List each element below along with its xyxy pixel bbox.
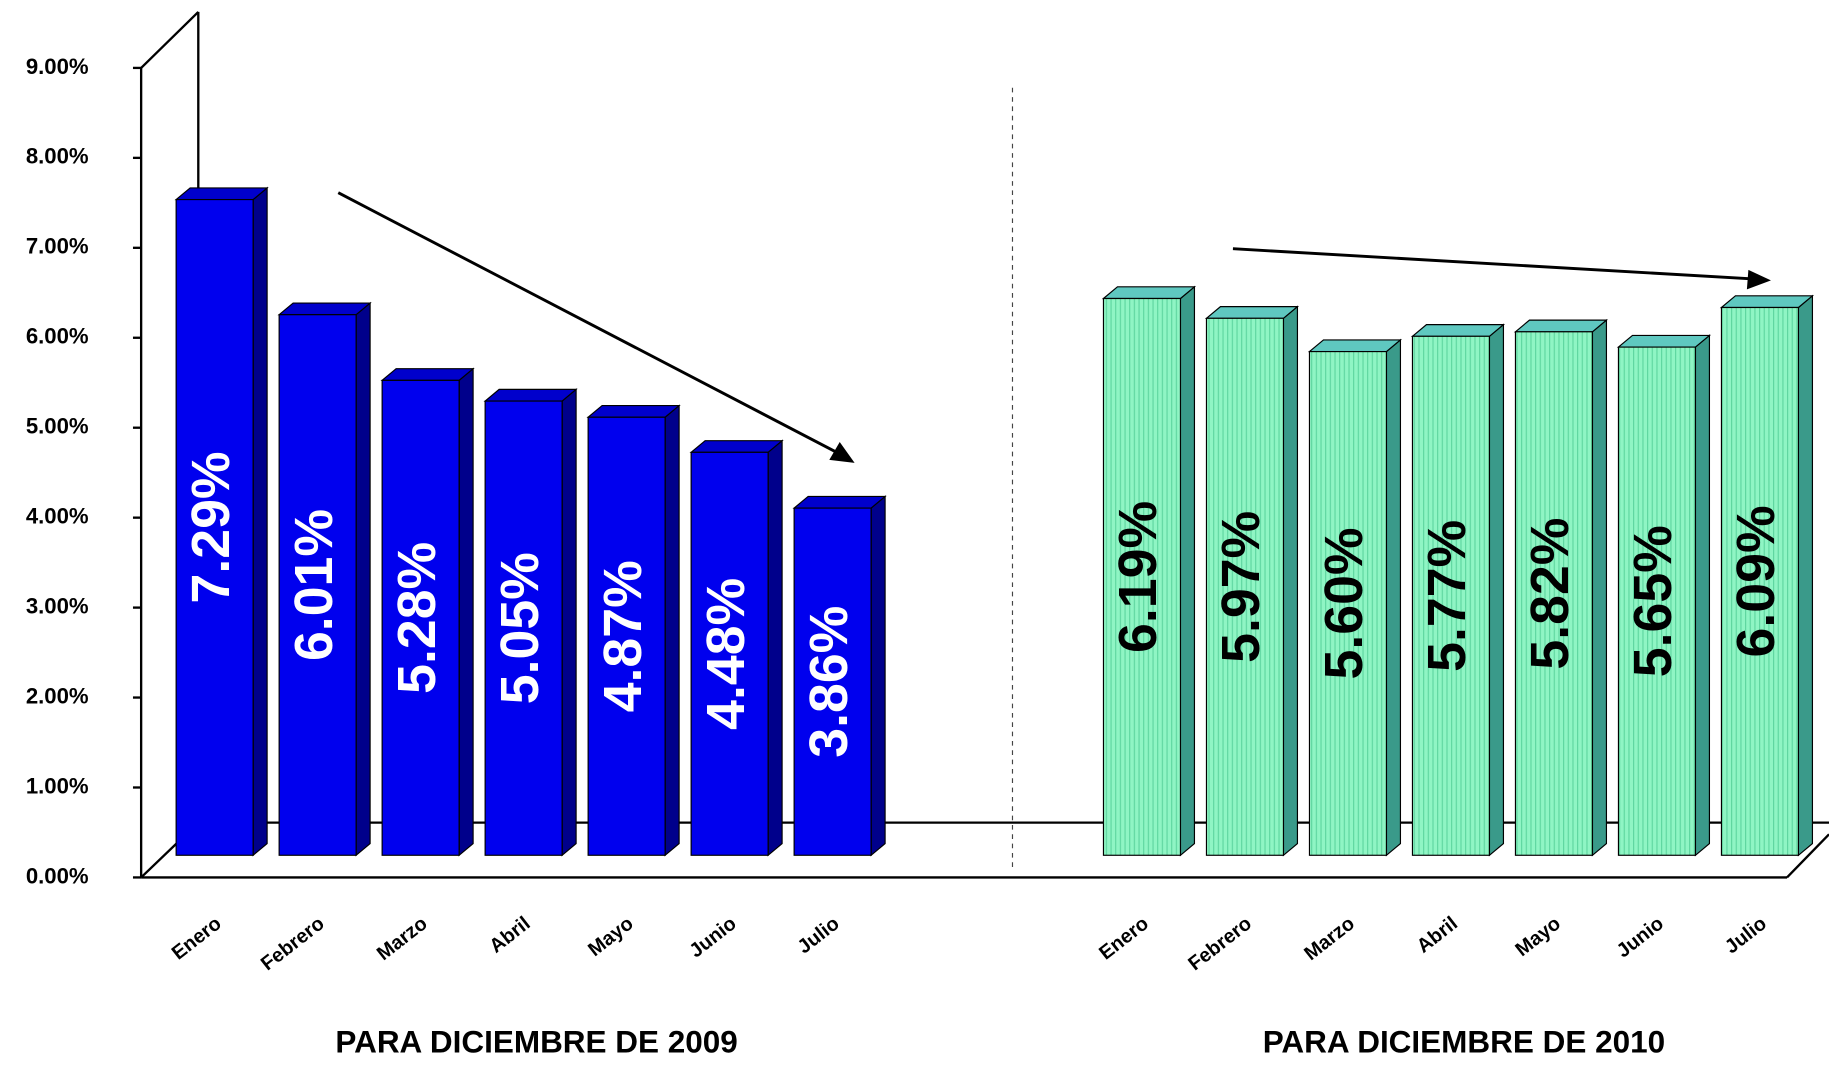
y-tick-label: 0.00% (26, 863, 89, 888)
y-tick-label: 1.00% (26, 773, 89, 798)
bar-side (870, 495, 886, 857)
group-label: PARA DICIEMBRE DE 2009 (335, 1024, 737, 1060)
x-tick-label: Enero (168, 912, 226, 964)
bar-top (1307, 339, 1403, 353)
value-label: 5.82% (1520, 517, 1580, 669)
y-tick-label: 6.00% (26, 324, 89, 349)
bar-side (1282, 305, 1299, 857)
y-tick-label: 3.00% (26, 593, 89, 618)
bar-top (689, 440, 784, 453)
y-tick-label: 8.00% (26, 144, 89, 169)
bar (484, 400, 563, 856)
trend-arrows (337, 191, 1771, 463)
bar (381, 379, 460, 856)
x-tick-label: Julio (794, 912, 844, 958)
bar (1205, 317, 1285, 856)
bar (1308, 350, 1388, 856)
bar-side (1488, 323, 1505, 857)
bar (1411, 335, 1491, 856)
bar-top (277, 302, 372, 316)
x-tick-label: Mayo (584, 912, 637, 961)
bar-side (767, 439, 783, 857)
bar (587, 416, 666, 856)
bar-top (483, 388, 578, 402)
x-tick-label: Junio (685, 912, 740, 962)
bar-side (252, 186, 268, 857)
y-tick-label: 2.00% (26, 683, 89, 708)
value-label: 5.60% (1314, 527, 1374, 679)
value-label: 5.65% (1623, 525, 1683, 677)
value-label: 6.19% (1108, 501, 1168, 653)
bar (175, 198, 254, 856)
bar-top (174, 187, 269, 201)
bar-side (1797, 294, 1814, 857)
bar-side (355, 301, 371, 857)
x-tick-label: Abril (485, 912, 534, 957)
y-tick-label: 4.00% (26, 504, 89, 529)
value-label: 4.87% (593, 560, 653, 712)
value-label: 5.97% (1211, 511, 1271, 663)
bar-side (1591, 318, 1608, 857)
group-label: PARA DICIEMBRE DE 2010 (1263, 1024, 1665, 1060)
x-tick-label: Abril (1413, 912, 1462, 957)
bar-top (1410, 324, 1506, 337)
bar (1514, 331, 1594, 856)
y-tick-label: 5.00% (26, 414, 89, 439)
bar (1720, 306, 1800, 856)
y-tick-label: 9.00% (26, 54, 89, 79)
y-tick-label: 7.00% (26, 234, 89, 259)
bar-top (1513, 319, 1609, 333)
bar-top (1204, 306, 1300, 319)
x-tick-label: Enero (1095, 912, 1153, 964)
bar (278, 314, 357, 856)
bar-top (586, 404, 681, 418)
bar-top (380, 368, 475, 381)
x-tick-label: Febrero (1184, 912, 1256, 975)
bar-top (792, 495, 887, 509)
value-label: 4.48% (696, 578, 756, 730)
bar (793, 507, 872, 856)
value-label: 5.28% (387, 542, 447, 694)
x-tick-label: Marzo (1300, 912, 1359, 965)
x-tick-label: Mayo (1511, 912, 1564, 961)
value-label: 7.29% (181, 451, 241, 603)
x-tick-label: Julio (1721, 912, 1771, 958)
bar-top (1616, 334, 1712, 348)
bar-side (458, 367, 474, 857)
x-tick-label: Marzo (373, 912, 432, 965)
value-label: 6.09% (1726, 505, 1786, 657)
value-label: 5.05% (490, 552, 550, 704)
bar (1617, 346, 1697, 856)
x-tick-label: Junio (1613, 912, 1668, 962)
bar-side (1179, 285, 1196, 857)
value-label: 6.01% (284, 509, 344, 661)
bar-top (1101, 286, 1197, 300)
x-tick-label: Febrero (257, 912, 329, 975)
bar-side (664, 404, 680, 857)
value-label: 5.77% (1417, 520, 1477, 672)
bar-side (1385, 338, 1402, 857)
bar-top (1719, 295, 1815, 309)
bar-side (561, 388, 577, 857)
bar (1102, 297, 1182, 856)
bar (690, 451, 769, 856)
bar-side (1694, 334, 1711, 857)
value-label: 3.86% (799, 606, 859, 758)
